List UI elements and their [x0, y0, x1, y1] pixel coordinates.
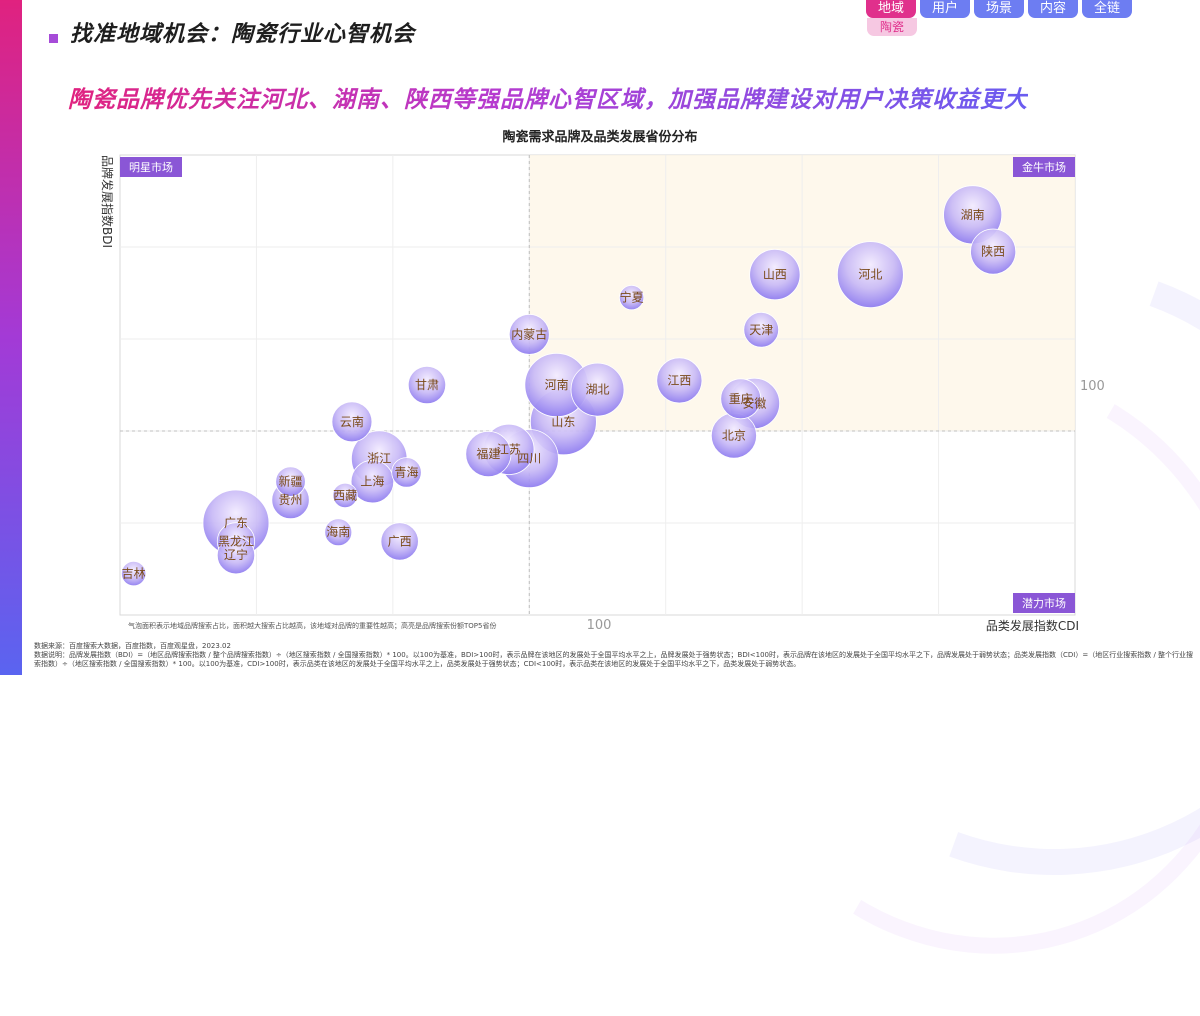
bubble-label: 甘肃: [415, 378, 439, 392]
bubble-label: 重庆: [729, 392, 753, 406]
bubble-label: 北京: [722, 429, 746, 443]
bubble-label: 青海: [394, 464, 418, 479]
nav-tab-region[interactable]: 地域: [866, 0, 916, 18]
bubble-label: 湖北: [585, 382, 609, 397]
quadrant-label-bottom-right: 潜力市场: [1022, 596, 1066, 610]
bubble-label: 辽宁: [224, 547, 248, 562]
quadrant-label-top-left: 明星市场: [129, 160, 173, 174]
bubble-label: 新疆: [279, 474, 303, 489]
bubble-label: 陕西: [981, 244, 1005, 259]
bubble-point: [836, 241, 904, 309]
headline: 陶瓷品牌优先关注河北、湖南、陕西等强品牌心智区域，加强品牌建设对用户决策收益更大: [68, 80, 1028, 114]
nav-tab-content[interactable]: 内容: [1028, 0, 1078, 18]
page-title: 找准地域机会：陶瓷行业心智机会: [70, 22, 416, 47]
bubble-point: [619, 284, 645, 311]
quadrant-tag-top-left: [120, 157, 182, 177]
bubble-label: 江西: [667, 373, 691, 387]
bubble-point: [720, 378, 762, 420]
bubble-label: 四川: [517, 452, 541, 466]
bubble-point: [216, 536, 256, 575]
bubble-point: [380, 522, 419, 561]
quadrant-tag-bottom-right: [1013, 593, 1075, 613]
bubble-point: [743, 311, 780, 348]
x-axis-title: 品类发展指数CDI: [986, 618, 1079, 633]
bubble-point: [324, 518, 353, 547]
bubble-point: [749, 249, 801, 301]
bubble-label: 广西: [388, 534, 412, 548]
bubble-point: [332, 482, 358, 508]
bubble-label: 西藏: [333, 488, 357, 502]
bubble-label: 吉林: [122, 567, 146, 581]
chart-footnote: 气泡面积表示地域品牌搜索占比，面积越大搜索占比越高，该地域对品牌的重要性越高；高…: [128, 622, 497, 630]
bubble-label: 内蒙古: [511, 326, 547, 341]
quadrant-label-top-right: 金牛市场: [1022, 160, 1066, 174]
y-axis-title: 品牌发展指数BDI: [100, 155, 115, 248]
bubble-point: [331, 401, 373, 443]
bubble-point: [508, 313, 550, 355]
bubble-label: 浙江: [367, 452, 391, 466]
top-nav: 地域 用户 场景 内容 全链: [866, 0, 1132, 18]
bubble-label: 山西: [763, 268, 787, 282]
bubble-point: [407, 365, 447, 405]
bubble-label: 江苏: [497, 442, 521, 456]
left-accent-bar: [0, 0, 22, 675]
title-bullet-icon: [49, 34, 58, 43]
nav-tab-fullchain[interactable]: 全链: [1082, 0, 1132, 18]
explain-line: 数据说明：品牌发展指数（BDI）=（地区品牌搜索指数 / 整个品牌搜索指数）÷（…: [34, 651, 1194, 668]
bubble-point: [275, 466, 306, 497]
y-ref-tick-label: 100: [1080, 379, 1105, 394]
bubble-label: 河南: [545, 377, 569, 392]
bubble-point: [656, 357, 703, 404]
source-line: 数据来源：百度搜索大数据，百度指数，百度观星盘，2023.02: [34, 642, 231, 650]
bubble-label: 湖南: [961, 207, 985, 222]
bubble-label: 云南: [340, 414, 364, 429]
bubble-label: 天津: [749, 323, 773, 337]
nav-tab-user[interactable]: 用户: [920, 0, 970, 18]
bubble-point: [970, 228, 1017, 275]
bubble-series: [121, 185, 1017, 587]
bubble-point: [570, 362, 625, 417]
nav-tab-scene[interactable]: 场景: [974, 0, 1024, 18]
bubble-point: [121, 560, 147, 587]
bubble-label: 黑龙江: [218, 534, 254, 548]
bubble-label: 广东: [224, 516, 248, 530]
bubble-label: 福建: [476, 446, 500, 461]
bubble-label: 上海: [360, 474, 384, 489]
bubble-label: 山东: [551, 415, 575, 429]
bubble-point: [465, 430, 512, 477]
source-notes: 数据来源：百度搜索大数据，百度指数，百度观星盘，2023.02 数据说明：品牌发…: [34, 642, 1194, 669]
bubble-label: 贵州: [279, 493, 303, 507]
bubble-label: 河北: [858, 268, 882, 282]
nav-subtab-ceramics[interactable]: 陶瓷: [867, 18, 917, 36]
quadrant-tag-top-right: [1013, 157, 1075, 177]
bubble-label: 宁夏: [620, 290, 644, 305]
bubble-point: [350, 459, 395, 504]
x-ref-tick-label: 100: [587, 618, 612, 633]
bubble-point: [391, 457, 422, 488]
bubble-label: 安徽: [742, 395, 766, 410]
chart-title: 陶瓷需求品牌及品类发展省份分布: [502, 130, 698, 145]
bubble-label: 海南: [326, 524, 350, 539]
